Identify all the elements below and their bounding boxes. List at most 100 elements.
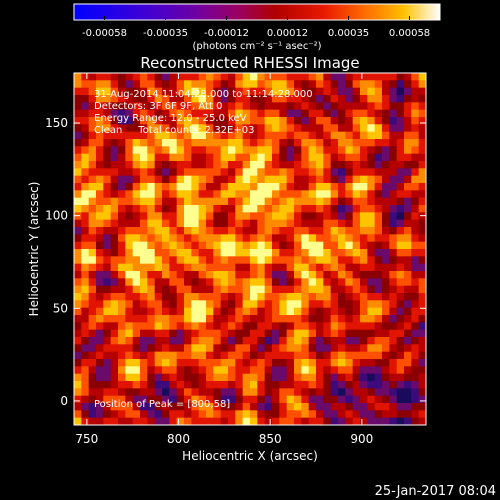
heatmap-cell bbox=[74, 256, 82, 265]
heatmap-cell bbox=[301, 102, 310, 111]
heatmap-cell bbox=[264, 322, 273, 331]
heatmap-cell bbox=[330, 197, 339, 206]
y-tick-label: 150 bbox=[45, 116, 68, 130]
heatmap-cell bbox=[81, 161, 90, 169]
heatmap-cell bbox=[286, 344, 295, 353]
heatmap-cell bbox=[191, 227, 200, 235]
heatmap-cell bbox=[286, 161, 295, 169]
heatmap-cell bbox=[294, 95, 302, 103]
heatmap-cell bbox=[81, 73, 90, 81]
heatmap-cell bbox=[169, 124, 178, 133]
heatmap-cell bbox=[389, 263, 398, 272]
heatmap-cell bbox=[279, 219, 288, 228]
heatmap-cell bbox=[345, 307, 354, 316]
heatmap-cell bbox=[184, 175, 192, 184]
heatmap-cell bbox=[88, 381, 97, 389]
heatmap-cell bbox=[162, 109, 170, 118]
heatmap-cell bbox=[323, 381, 332, 389]
heatmap-cell bbox=[330, 271, 339, 279]
heatmap-cell bbox=[228, 300, 236, 309]
heatmap-cell bbox=[316, 117, 324, 125]
heatmap-cell bbox=[176, 131, 185, 140]
heatmap-cell bbox=[389, 117, 398, 125]
heatmap-cell bbox=[294, 197, 302, 206]
heatmap-cell bbox=[345, 87, 354, 96]
heatmap-cell bbox=[169, 307, 178, 316]
heatmap-cell bbox=[118, 102, 126, 111]
heatmap-cell bbox=[345, 73, 354, 81]
heatmap-cell bbox=[206, 388, 214, 397]
heatmap-cell bbox=[404, 212, 412, 221]
heatmap-cell bbox=[118, 307, 126, 316]
heatmap-cell bbox=[74, 219, 82, 228]
heatmap-cell bbox=[382, 293, 390, 301]
heatmap-cell bbox=[191, 80, 200, 89]
heatmap-cell bbox=[264, 278, 273, 287]
heatmap-cell bbox=[228, 183, 236, 191]
heatmap-cell bbox=[330, 124, 339, 133]
heatmap-cell bbox=[147, 403, 156, 411]
heatmap-cell bbox=[323, 351, 332, 360]
heatmap-cell bbox=[162, 87, 170, 96]
heatmap-cell bbox=[162, 139, 170, 147]
heatmap-cell bbox=[191, 175, 200, 184]
heatmap-cell bbox=[418, 271, 427, 279]
heatmap-cell bbox=[382, 351, 390, 360]
heatmap-cell bbox=[220, 395, 229, 404]
heatmap-cell bbox=[330, 278, 339, 287]
heatmap-cell bbox=[323, 183, 332, 191]
heatmap-cell bbox=[184, 234, 192, 243]
heatmap-cell bbox=[352, 205, 361, 213]
heatmap-cell bbox=[140, 95, 148, 103]
heatmap-cell bbox=[74, 388, 82, 397]
heatmap-cell bbox=[382, 388, 390, 397]
heatmap-cell bbox=[228, 153, 236, 162]
heatmap-cell bbox=[176, 197, 185, 206]
heatmap-cell bbox=[169, 351, 178, 360]
heatmap-cell bbox=[382, 73, 390, 81]
heatmap-cell bbox=[103, 219, 112, 228]
heatmap-cell bbox=[374, 410, 383, 419]
heatmap-cell bbox=[338, 168, 346, 177]
heatmap-cell bbox=[169, 278, 178, 287]
heatmap-cell bbox=[352, 131, 361, 140]
heatmap-cell bbox=[184, 249, 192, 257]
heatmap-cell bbox=[74, 417, 82, 426]
heatmap-cell bbox=[74, 241, 82, 250]
heatmap-cell bbox=[404, 300, 412, 309]
heatmap-cell bbox=[140, 410, 148, 419]
heatmap-cell bbox=[374, 293, 383, 301]
heatmap-cell bbox=[110, 395, 119, 404]
heatmap-cell bbox=[206, 293, 214, 301]
heatmap-cell bbox=[250, 307, 258, 316]
heatmap-cell bbox=[264, 293, 273, 301]
heatmap-cell bbox=[367, 190, 376, 199]
heatmap-cell bbox=[286, 87, 295, 96]
heatmap-cell bbox=[352, 124, 361, 133]
heatmap-cell bbox=[125, 175, 134, 184]
heatmap-cell bbox=[279, 139, 288, 147]
heatmap-cell bbox=[323, 417, 332, 426]
heatmap-cell bbox=[389, 168, 398, 177]
heatmap-cell bbox=[140, 271, 148, 279]
heatmap-cell bbox=[316, 359, 324, 367]
detectors-label: Detectors: 3F 6F 9F, Att 0 bbox=[94, 101, 222, 112]
heatmap-cell bbox=[191, 146, 200, 155]
heatmap-cell bbox=[352, 278, 361, 287]
heatmap-cell bbox=[382, 205, 390, 213]
heatmap-cell bbox=[250, 337, 258, 345]
heatmap-cell bbox=[272, 117, 280, 125]
heatmap-cell bbox=[220, 139, 229, 147]
heatmap-cell bbox=[88, 168, 97, 177]
heatmap-cell bbox=[74, 271, 82, 279]
heatmap-cell bbox=[264, 146, 273, 155]
heatmap-cell bbox=[74, 95, 82, 103]
heatmap-cell bbox=[140, 168, 148, 177]
heatmap-cell bbox=[198, 315, 207, 323]
heatmap-cell bbox=[118, 87, 126, 96]
heatmap-cell bbox=[272, 263, 280, 272]
heatmap-cell bbox=[338, 102, 346, 111]
heatmap-cell bbox=[213, 175, 222, 184]
heatmap-cell bbox=[316, 403, 324, 411]
heatmap-cell bbox=[272, 315, 280, 323]
